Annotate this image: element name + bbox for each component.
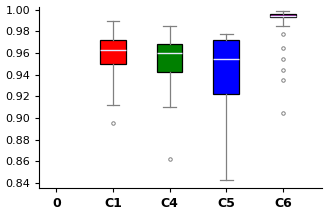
PathPatch shape bbox=[270, 14, 296, 17]
PathPatch shape bbox=[214, 40, 239, 94]
PathPatch shape bbox=[100, 40, 126, 64]
PathPatch shape bbox=[157, 44, 182, 71]
